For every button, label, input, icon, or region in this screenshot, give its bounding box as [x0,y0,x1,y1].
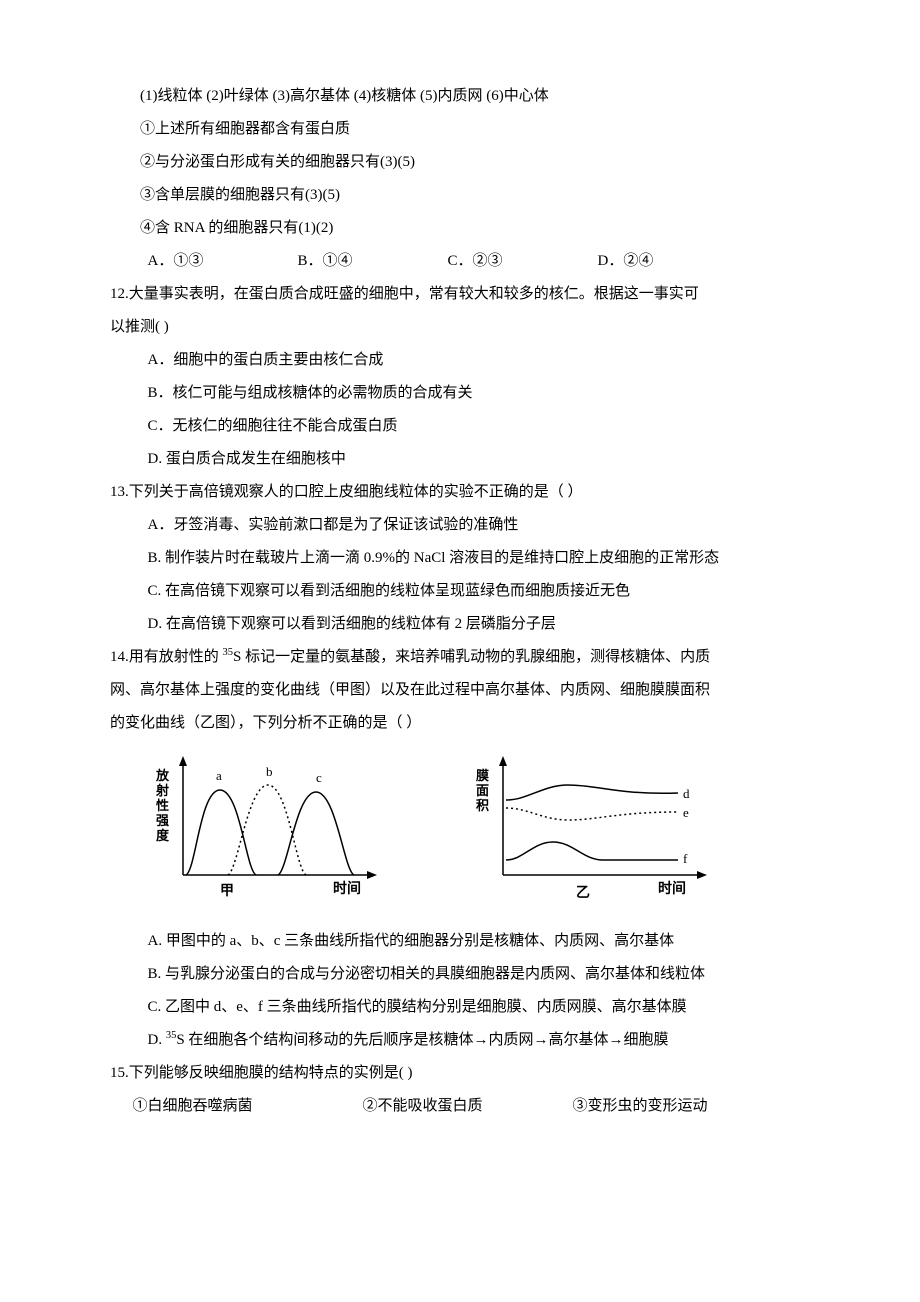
q12-option-b: B．核仁可能与组成核糖体的必需物质的合成有关 [110,377,810,410]
svg-text:e: e [683,805,689,820]
q15-options: ①白细胞吞噬病菌 ②不能吸收蛋白质 ③变形虫的变形运动 [110,1090,810,1123]
q14-stem1-a: 14.用有放射性的 [110,649,223,665]
svg-text:放: 放 [155,768,170,783]
q14-stem1-b: S 标记一定量的氨基酸，来培养哺乳动物的乳腺细胞，测得核糖体、内质 [233,649,710,665]
q11-stmt4: ④含 RNA 的细胞器只有(1)(2) [110,212,810,245]
q11-list: (1)线粒体 (2)叶绿体 (3)高尔基体 (4)核糖体 (5)内质网 (6)中… [110,80,810,113]
q11-stmt1: ①上述所有细胞器都含有蛋白质 [110,113,810,146]
q15-stem: 15.下列能够反映细胞膜的结构特点的实例是( ) [110,1057,810,1090]
chart-yi: 膜 面 积 d e f 乙 时间 [468,750,718,905]
svg-text:时间: 时间 [333,880,361,897]
svg-text:度: 度 [156,828,170,843]
svg-text:d: d [683,786,690,801]
q13-stem: 13.下列关于高倍镜观察人的口腔上皮细胞线粒体的实验不正确的是（ ） [110,476,810,509]
q15-opt3: ③变形虫的变形运动 [573,1090,773,1123]
svg-text:f: f [683,851,688,866]
q12-stem1: 12.大量事实表明，在蛋白质合成旺盛的细胞中，常有较大和较多的核仁。根据这一事实… [110,278,810,311]
q14-option-d: D. 35S 在细胞各个结构间移动的先后顺序是核糖体→内质网→高尔基体→细胞膜 [110,1024,810,1057]
svg-text:射: 射 [155,783,169,798]
svg-text:甲: 甲 [220,883,234,899]
q12-stem2: 以推测( ) [110,311,810,344]
q14-stem1: 14.用有放射性的 35S 标记一定量的氨基酸，来培养哺乳动物的乳腺细胞，测得核… [110,641,810,674]
q11-option-b: B．①④ [298,245,448,278]
q12-option-a: A．细胞中的蛋白质主要由核仁合成 [110,344,810,377]
q15-opt2: ②不能吸收蛋白质 [363,1090,573,1123]
svg-text:时间: 时间 [658,880,686,897]
q11-option-c: C．②③ [448,245,598,278]
q13-option-d: D. 在高倍镜下观察可以看到活细胞的线粒体有 2 层磷脂分子层 [110,608,810,641]
q14-sup1: 35 [223,647,234,658]
q14-figures: 放 射 性 强 度 a b c 甲 时间 膜 面 积 d [110,750,810,905]
svg-text:b: b [266,764,273,779]
q13-option-c: C. 在高倍镜下观察可以看到活细胞的线粒体呈现蓝绿色而细胞质接近无色 [110,575,810,608]
svg-text:乙: 乙 [576,885,590,901]
svg-text:积: 积 [476,798,489,813]
q11-stmt3: ③含单层膜的细胞器只有(3)(5) [110,179,810,212]
svg-text:c: c [316,770,322,785]
svg-text:a: a [216,768,222,783]
q11-option-d: D．②④ [598,245,748,278]
chart-jia: 放 射 性 强 度 a b c 甲 时间 [148,750,388,905]
svg-text:膜: 膜 [476,768,489,783]
q14-option-d-sup: 35 [166,1030,177,1041]
q12-option-d: D. 蛋白质合成发生在细胞核中 [110,443,810,476]
q12-option-c: C．无核仁的细胞往往不能合成蛋白质 [110,410,810,443]
q13-option-b: B. 制作装片时在载玻片上滴一滴 0.9%的 NaCl 溶液目的是维持口腔上皮细… [110,542,810,575]
q15-opt1: ①白细胞吞噬病菌 [133,1090,363,1123]
q14-option-d-post: S 在细胞各个结构间移动的先后顺序是核糖体→内质网→高尔基体→细胞膜 [176,1032,668,1048]
q13-option-a: A．牙签消毒、实验前漱口都是为了保证该试验的准确性 [110,509,810,542]
q11-options: A．①③ B．①④ C．②③ D．②④ [110,245,810,278]
q14-stem3: 的变化曲线（乙图），下列分析不正确的是（ ） [110,707,810,740]
svg-text:性: 性 [156,798,169,813]
svg-text:面: 面 [476,783,489,798]
q11-stmt2: ②与分泌蛋白形成有关的细胞器只有(3)(5) [110,146,810,179]
svg-text:强: 强 [156,813,169,828]
q14-option-c: C. 乙图中 d、e、f 三条曲线所指代的膜结构分别是细胞膜、内质网膜、高尔基体… [110,991,810,1024]
q14-option-a: A. 甲图中的 a、b、c 三条曲线所指代的细胞器分别是核糖体、内质网、高尔基体 [110,925,810,958]
q14-option-d-pre: D. [148,1032,166,1048]
q14-option-b: B. 与乳腺分泌蛋白的合成与分泌密切相关的具膜细胞器是内质网、高尔基体和线粒体 [110,958,810,991]
q14-stem2: 网、高尔基体上强度的变化曲线（甲图）以及在此过程中高尔基体、内质网、细胞膜膜面积 [110,674,810,707]
q11-option-a: A．①③ [148,245,298,278]
